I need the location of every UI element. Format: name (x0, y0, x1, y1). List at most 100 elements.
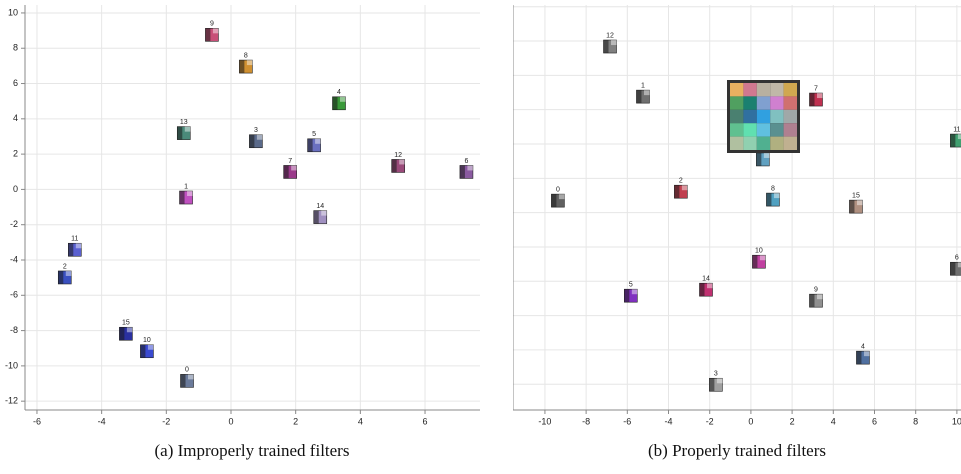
thumbnail-detail (709, 378, 714, 391)
point-label: 3 (254, 127, 258, 134)
y-tick-label: 2 (13, 148, 18, 158)
x-tick-label: -4 (98, 416, 106, 426)
thumbnail-detail (66, 271, 72, 276)
y-tick-label: 10 (8, 7, 18, 17)
thumbnail-detail (177, 127, 182, 140)
thumbnail-detail (247, 60, 253, 65)
zoom-cell (784, 137, 797, 150)
thumbnail-detail (58, 271, 63, 284)
thumbnail-detail (817, 294, 823, 299)
point-label: 8 (771, 185, 775, 192)
thumbnail-detail (257, 135, 263, 140)
thumbnail-detail (467, 165, 473, 170)
thumbnail-detail (700, 283, 705, 296)
thumbnail-detail (682, 185, 688, 190)
point-label: 15 (852, 192, 860, 199)
y-tick-label: -10 (493, 379, 506, 389)
thumbnail-detail (856, 351, 861, 364)
point-label: 4 (861, 344, 865, 351)
point-label: 10 (143, 337, 151, 344)
point-label: 2 (679, 178, 683, 185)
x-tick-label: 2 (790, 416, 795, 426)
thumbnail-detail (180, 191, 185, 204)
zoom-cell (757, 83, 770, 96)
y-tick-label: -6 (498, 310, 506, 320)
thumbnail-detail (314, 211, 319, 224)
x-tick-label: 6 (423, 416, 428, 426)
y-tick-label: -2 (10, 219, 18, 229)
x-tick-label: -6 (33, 416, 41, 426)
zoom-cell (730, 96, 743, 109)
thumbnail-detail (809, 93, 814, 106)
thumbnail-detail (809, 294, 814, 307)
y-tick-label: -10 (5, 360, 18, 370)
zoom-cell (730, 110, 743, 123)
point-label: 7 (814, 85, 818, 92)
point-label: 7 (288, 158, 292, 165)
thumbnail-detail (674, 185, 679, 198)
zoom-cell (730, 83, 743, 96)
point-label: 3 (714, 371, 718, 378)
point-label: 1 (184, 183, 188, 190)
thumbnail-detail (624, 289, 629, 302)
y-tick-label: 6 (13, 78, 18, 88)
x-tick-label: 0 (748, 416, 753, 426)
thumbnail-detail (249, 135, 254, 148)
thumbnail-detail (284, 165, 289, 178)
y-tick-label: -4 (10, 254, 18, 264)
point-label: 8 (244, 52, 248, 59)
zoom-cell (770, 137, 783, 150)
point-label: 6 (955, 255, 959, 262)
thumbnail-detail (205, 28, 210, 41)
thumbnail-detail (604, 40, 609, 53)
x-tick-label: -8 (582, 416, 590, 426)
zoom-cell (784, 123, 797, 136)
point-label: 0 (556, 186, 560, 193)
point-label: 10 (755, 248, 763, 255)
zoom-cell (757, 110, 770, 123)
point-label: 14 (702, 276, 710, 283)
thumbnail-detail (181, 374, 186, 387)
zoom-cell (757, 137, 770, 150)
thumbnail-detail (559, 194, 565, 199)
zoom-cell (757, 123, 770, 136)
thumbnail-detail (611, 40, 617, 45)
y-tick-label: -12 (5, 396, 18, 406)
point-label: 15 (122, 320, 130, 327)
point-label: 4 (337, 89, 341, 96)
thumbnail-detail (185, 127, 191, 132)
x-tick-label: 4 (831, 416, 836, 426)
thumbnail-detail (857, 200, 863, 205)
point-label: 9 (814, 287, 818, 294)
zoom-cell (757, 96, 770, 109)
x-tick-label: -4 (665, 416, 673, 426)
y-tick-label: 4 (13, 113, 18, 123)
zoom-popup (727, 80, 800, 153)
figure: -6-4-20246-12-10-8-6-4-20246810984133571… (0, 0, 961, 469)
zoom-cell (784, 110, 797, 123)
y-tick-label: 4 (501, 138, 506, 148)
x-tick-label: 8 (913, 416, 918, 426)
thumbnail-detail (644, 90, 650, 95)
y-tick-label: 0 (13, 184, 18, 194)
x-tick-label: 2 (293, 416, 298, 426)
zoom-cell (770, 83, 783, 96)
point-label: 2 (63, 263, 67, 270)
thumbnail-detail (766, 193, 771, 206)
x-tick-label: -6 (623, 416, 631, 426)
x-tick-label: 6 (872, 416, 877, 426)
thumbnail-detail (127, 327, 133, 332)
y-tick-label: 2 (501, 173, 506, 183)
thumbnail-detail (392, 159, 397, 172)
y-tick-label: -8 (498, 344, 506, 354)
thumbnail-detail (239, 60, 244, 73)
x-tick-label: -10 (538, 416, 551, 426)
thumbnail-detail (756, 153, 761, 166)
thumbnail-detail (817, 93, 823, 98)
point-label: 1 (641, 82, 645, 89)
x-tick-label: -2 (706, 416, 714, 426)
x-tick-label: 10 (952, 416, 961, 426)
thumbnail-detail (636, 90, 641, 103)
